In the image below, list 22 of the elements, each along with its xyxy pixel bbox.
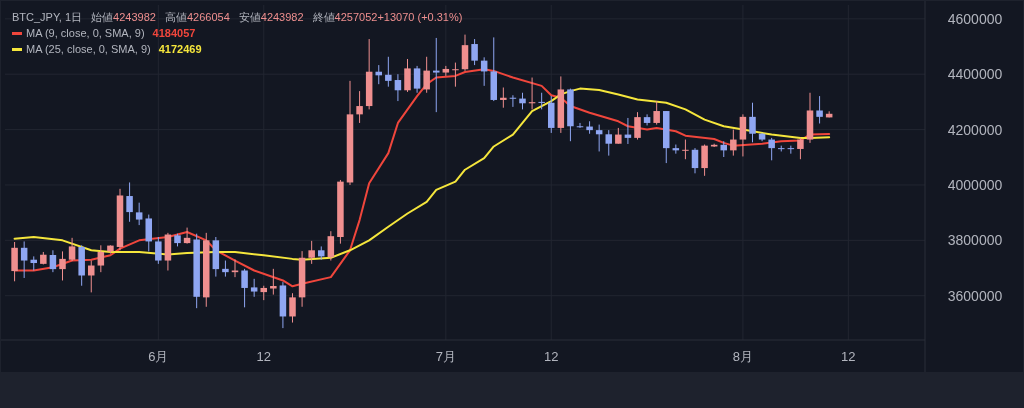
x-tick-label: 12 — [544, 349, 559, 364]
annotation: 高値4266054 — [164, 11, 230, 23]
y-tick-label: 4000000 — [947, 176, 1003, 193]
x-tick-label: 12 — [256, 349, 271, 364]
annotation: 終値4257052 — [311, 11, 378, 23]
annotation: 4172469 — [158, 43, 202, 55]
legend-label: MA (25, close, 0, SMA, 9) — [26, 43, 151, 55]
title: BTC_JPY, 1日 — [12, 11, 83, 23]
x-tick-label: 7月 — [435, 349, 456, 364]
y-tick-label: 4200000 — [947, 121, 1003, 138]
x-tick-label: 8月 — [732, 349, 754, 364]
x-tick-label: 12 — [841, 349, 856, 364]
y-tick-label: 3800000 — [947, 232, 1003, 249]
legend-label: MA (9, close, 0, SMA, 9) — [26, 27, 145, 39]
annotation: 4184057 — [152, 27, 196, 39]
y-tick-label: 4600000 — [947, 10, 1003, 27]
annotation: +13070 (+0.31%) — [377, 11, 463, 23]
x-tick-label: 6月 — [148, 349, 169, 364]
annotation: 始値4243982 — [91, 11, 156, 23]
annotation: 安値4243982 — [238, 11, 304, 23]
y-tick-label: 4400000 — [947, 66, 1003, 83]
y-tick-label: 3600000 — [947, 287, 1003, 304]
